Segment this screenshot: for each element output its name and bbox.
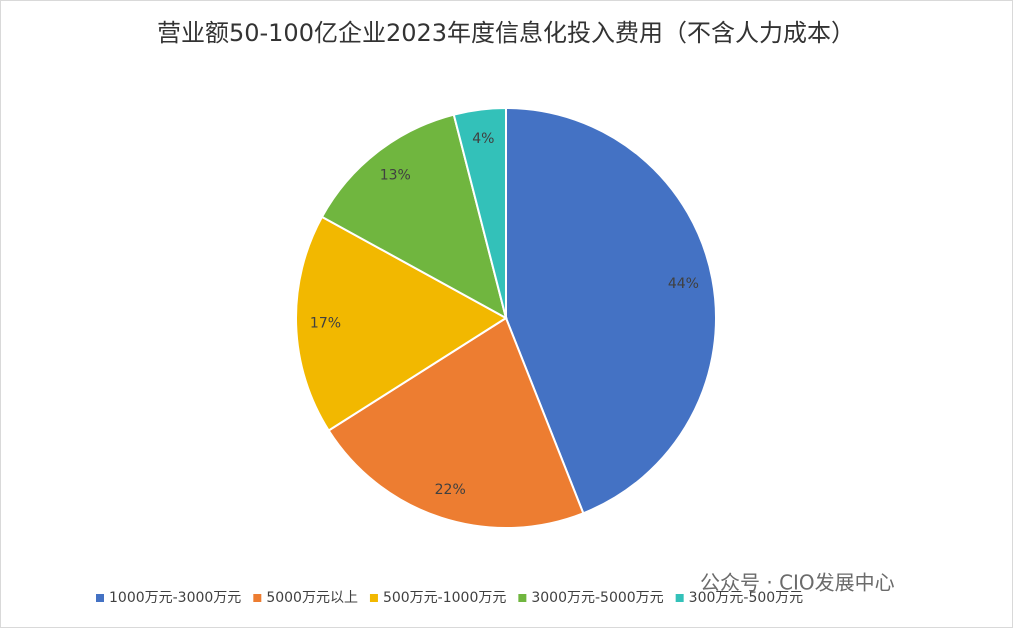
legend-label: 5000万元以上 (266, 590, 358, 606)
legend-swatch (253, 594, 262, 602)
pie-slice (327, 316, 585, 529)
pie-slice (295, 215, 508, 432)
watermark: 公众号 · CIO发展中心 (700, 571, 895, 595)
legend-swatch (369, 594, 378, 602)
data-label: 13% (380, 167, 411, 183)
legend-swatch (675, 594, 684, 602)
data-label: 22% (435, 482, 466, 498)
pie-slice (452, 106, 507, 319)
legend-swatch (518, 594, 527, 602)
pie-slice (505, 106, 717, 515)
data-label: 17% (310, 316, 341, 332)
pie-slice (320, 113, 508, 320)
data-label: 4% (472, 131, 494, 147)
legend-label: 1000万元-3000万元 (109, 590, 241, 606)
data-label: 44% (668, 276, 699, 292)
legend-label: 3000万元-5000万元 (531, 590, 663, 606)
chart-title: 营业额50-100亿企业2023年度信息化投入费用（不含人力成本） (157, 19, 855, 47)
legend-label: 500万元-1000万元 (383, 590, 506, 606)
legend-swatch (96, 594, 104, 602)
legend-label: 300万元-500万元 (689, 590, 804, 606)
